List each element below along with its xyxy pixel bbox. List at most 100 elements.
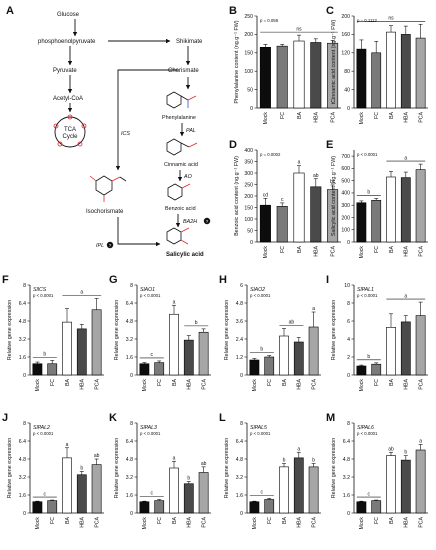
y-tick-label: 50 <box>247 87 253 93</box>
y-tick-label: 4.8 <box>236 457 243 463</box>
bar <box>183 483 194 514</box>
y-axis-label: Relative gene expression <box>7 438 13 499</box>
group-label: ns <box>296 26 302 32</box>
y-tick-label: 3.2 <box>236 475 243 481</box>
category-label: FC <box>374 246 380 253</box>
group-label: c <box>368 491 371 497</box>
chart-panel-k: K 0 1.6 3.2 4.8 6.4 8 Relative gene expression S… <box>109 412 211 529</box>
y-tick-label: 8 <box>23 421 26 427</box>
bar <box>279 466 289 514</box>
bar <box>386 455 396 514</box>
bar <box>249 359 260 376</box>
category-label: FC <box>157 379 163 386</box>
bar <box>386 31 396 109</box>
y-tick-label: 0 <box>130 373 133 379</box>
category-label: Mock <box>359 517 365 530</box>
y-tick-label: 150 <box>244 205 253 211</box>
y-tick-label: 10 <box>344 283 350 289</box>
y-tick-label: 6.4 <box>236 439 243 445</box>
category-label: Mock <box>35 379 41 392</box>
y-tick-label: 3.6 <box>236 319 243 325</box>
bar <box>76 474 87 514</box>
bar <box>356 501 367 514</box>
group-label: b <box>367 354 370 360</box>
category-label: FC <box>280 246 286 253</box>
node-glucose: Glucose <box>57 12 80 18</box>
gene-name: SlPAL2 <box>33 425 50 431</box>
y-tick-label: 0 <box>240 511 243 517</box>
y-tick-label: 4.8 <box>19 319 26 325</box>
enzyme-ao: AO <box>183 174 193 180</box>
phenylalanine-structure <box>166 91 197 109</box>
bar <box>356 48 367 109</box>
y-axis-label: Relative gene expression <box>224 300 230 361</box>
category-label: Mock <box>142 379 148 392</box>
y-tick-label: 4.8 <box>19 457 26 463</box>
bar <box>198 331 209 376</box>
panel-letter: L <box>219 412 226 424</box>
p-value: p < 0.0001 <box>357 152 378 157</box>
significance-letter: ab <box>201 461 207 467</box>
category-label: FC <box>50 517 56 524</box>
gene-name: SlPAL5 <box>250 425 267 431</box>
bar <box>139 501 150 514</box>
node-acetyl-coa: Acetyl-CoA <box>53 96 83 102</box>
significance-letter: a <box>297 446 300 452</box>
group-label: c <box>261 490 264 496</box>
group-label: b <box>260 347 263 353</box>
category-label: PCA <box>418 245 424 256</box>
gene-name: SlPAL6 <box>357 425 374 431</box>
significance-letter: a <box>173 299 176 305</box>
y-axis-label: Phenylalanine content (ng.g⁻¹ FW) <box>234 20 240 103</box>
category-label: HBA <box>297 378 303 389</box>
bar <box>62 457 72 514</box>
bar <box>308 466 319 514</box>
bar <box>183 339 194 376</box>
y-tick-label: 8 <box>130 421 133 427</box>
y-axis-label: Benzoic acid content (ng.g⁻¹ FW) <box>234 156 240 236</box>
category-label: PCA <box>201 378 207 389</box>
panel-letter: C <box>326 5 334 17</box>
panel-letter: K <box>109 412 117 424</box>
y-tick-label: 8 <box>347 301 350 307</box>
category-label: Mock <box>359 246 365 259</box>
p-value: p = 0.1113 <box>357 18 377 23</box>
significance-letter: b <box>283 458 286 464</box>
bar <box>293 40 305 109</box>
p-value: p = 0.059 <box>260 18 279 23</box>
bar <box>32 363 43 376</box>
y-tick-label: 1.6 <box>126 355 133 361</box>
bar <box>264 499 275 514</box>
group-label: b <box>367 190 370 196</box>
y-tick-label: 8 <box>347 421 350 427</box>
category-label: PCA <box>418 378 424 389</box>
bar <box>169 313 179 376</box>
p-value: p < 0.0001 <box>357 293 378 298</box>
bar <box>415 169 426 243</box>
chart-panel-l: L 0 1.6 3.2 4.8 6.4 8 Relative gene expression S… <box>219 412 321 529</box>
y-tick-label: 0 <box>347 240 350 246</box>
significance-letter: a <box>312 306 315 312</box>
unknown-ba2h-icon <box>203 217 211 225</box>
unknown-ipl-icon <box>106 241 114 249</box>
y-tick-label: 400 <box>341 191 350 197</box>
p-value: p < 0.0001 <box>140 431 161 436</box>
bar <box>154 362 165 376</box>
y-tick-label: 3.2 <box>19 475 26 481</box>
category-label: HBA <box>404 245 410 256</box>
bar <box>276 206 288 243</box>
category-label: HBA <box>314 111 320 122</box>
y-tick-label: 1.6 <box>126 493 133 499</box>
bar <box>259 204 271 243</box>
bar <box>264 356 275 376</box>
bar <box>386 326 396 376</box>
category-label: Mock <box>359 112 365 125</box>
group-label: ab <box>289 320 295 326</box>
panel-letter: G <box>109 274 118 286</box>
y-tick-label: 0 <box>23 373 26 379</box>
y-tick-label: 40 <box>344 87 350 93</box>
y-tick-label: 150 <box>244 51 253 57</box>
bar <box>139 363 150 376</box>
chart-panel-c: C 0 40 80 120 160 200 tCinnamic acid content (n… <box>326 5 428 124</box>
bar <box>259 46 271 109</box>
